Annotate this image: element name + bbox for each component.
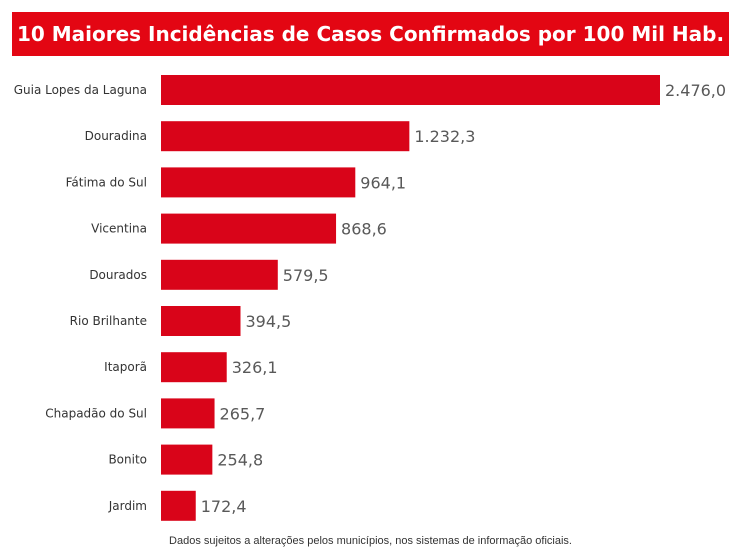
value-label: 868,6 xyxy=(341,220,387,239)
bar xyxy=(161,167,356,198)
chart-title: 10 Maiores Incidências de Casos Confirma… xyxy=(16,22,725,46)
value-label: 2.476,0 xyxy=(665,81,726,100)
bar xyxy=(161,306,241,336)
category-label: Chapadão do Sul xyxy=(45,406,147,420)
category-label: Douradina xyxy=(85,129,147,143)
bar xyxy=(161,444,213,475)
category-label: Jardim xyxy=(108,499,147,513)
category-label: Vicentina xyxy=(91,222,147,236)
category-label: Fátima do Sul xyxy=(66,175,147,189)
bar xyxy=(161,398,215,429)
bar xyxy=(161,352,227,383)
category-label: Guia Lopes da Laguna xyxy=(14,83,147,97)
value-label: 579,5 xyxy=(283,266,329,285)
value-label: 326,1 xyxy=(232,358,278,377)
category-label: Rio Brilhante xyxy=(70,314,147,328)
bar-chart: Guia Lopes da Laguna 2.476,0 Douradina 1.23… xyxy=(14,75,726,521)
title-bar: 10 Maiores Incidências de Casos Confirma… xyxy=(12,12,729,56)
bar xyxy=(161,213,337,244)
value-label: 1.232,3 xyxy=(414,127,475,146)
category-label: Itaporã xyxy=(104,360,147,374)
bar xyxy=(161,75,660,105)
value-label: 394,5 xyxy=(246,312,292,331)
footnote: Dados sujeitos a alterações pelos municí… xyxy=(169,535,572,547)
value-label: 964,1 xyxy=(360,173,406,192)
value-label: 172,4 xyxy=(201,497,247,516)
category-label: Dourados xyxy=(89,268,147,282)
bar xyxy=(161,121,410,152)
bar xyxy=(161,490,196,521)
value-label: 265,7 xyxy=(220,404,266,423)
value-label: 254,8 xyxy=(217,451,263,470)
bar xyxy=(161,259,278,290)
category-label: Bonito xyxy=(108,453,147,467)
